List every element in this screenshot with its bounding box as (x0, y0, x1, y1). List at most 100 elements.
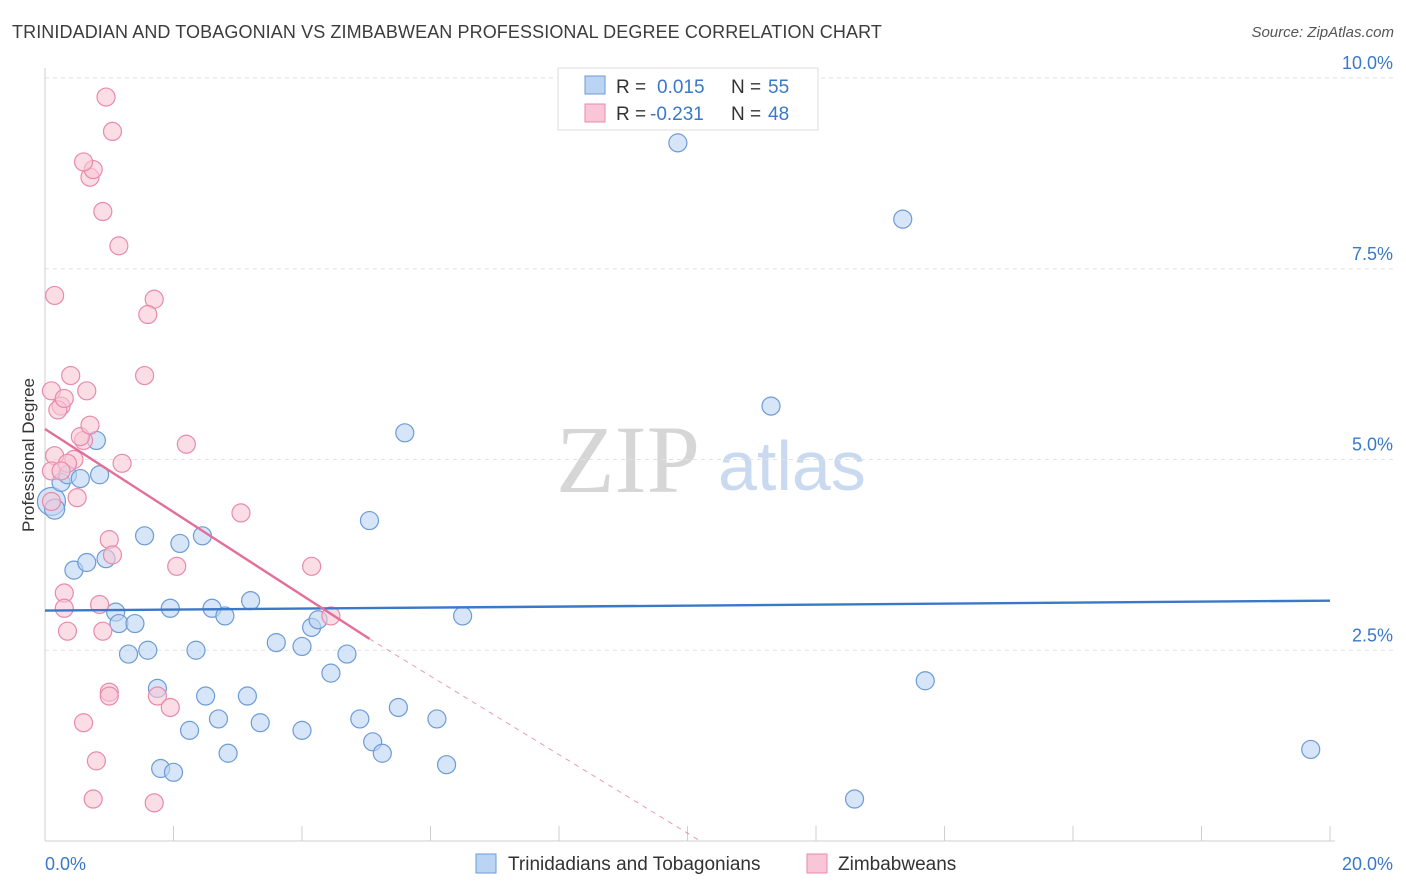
point-zimbabweans (112, 453, 132, 473)
legend-bottom-label-pink: Zimbabweans (838, 854, 956, 875)
chart-title: TRINIDADIAN AND TOBAGONIAN VS ZIMBABWEAN… (12, 22, 882, 42)
series-trinidadians-points (36, 133, 1321, 809)
point-trinidadians (77, 552, 97, 573)
legend-top-swatch-pink (584, 103, 606, 123)
point-trinidadians (668, 133, 688, 153)
legend-r-label-1: R = (616, 77, 646, 98)
legend-n-label-1: N = (731, 77, 761, 98)
point-trinidadians (196, 686, 216, 706)
point-zimbabweans (61, 365, 81, 386)
point-trinidadians (208, 709, 229, 729)
point-zimbabweans (167, 556, 187, 576)
point-trinidadians (359, 510, 380, 531)
point-trinidadians (388, 697, 408, 718)
point-trinidadians (1301, 739, 1321, 760)
series-zimbabweans-points (41, 87, 341, 813)
point-zimbabweans (99, 686, 119, 706)
trend-line-zimbabweans (44, 427, 371, 640)
legend-n-value-2: 48 (768, 104, 789, 125)
point-trinidadians (761, 396, 781, 416)
point-trinidadians (915, 671, 935, 691)
trend-line-zimbabweans-extension (369, 638, 701, 842)
point-zimbabweans (102, 121, 123, 142)
point-zimbabweans (138, 304, 158, 325)
legend-top-swatch-blue (584, 75, 606, 95)
point-trinidadians (179, 720, 200, 740)
legend-bottom-swatch-blue (475, 853, 497, 874)
legend-n-value-1: 55 (768, 77, 789, 98)
point-trinidadians (337, 644, 357, 664)
trend-lines (44, 427, 1331, 842)
point-zimbabweans (109, 236, 129, 256)
y-tick-label: 7.5% (1352, 244, 1393, 264)
point-trinidadians (893, 209, 913, 229)
point-trinidadians (292, 636, 312, 657)
y-tick-label: 10.0% (1342, 53, 1393, 73)
point-zimbabweans (73, 713, 94, 733)
y-axis-label: Professional Degree (19, 378, 38, 532)
point-zimbabweans (67, 488, 87, 508)
point-trinidadians (453, 606, 473, 626)
point-trinidadians (163, 762, 184, 782)
watermark-zip: ZIP (556, 406, 700, 513)
legend-bottom: Trinidadians and Tobagonians Zimbabweans (475, 853, 956, 875)
point-trinidadians (170, 533, 190, 554)
point-trinidadians (134, 526, 155, 546)
point-zimbabweans (54, 388, 74, 409)
point-zimbabweans (77, 381, 97, 401)
point-trinidadians (844, 789, 865, 809)
point-trinidadians (90, 465, 110, 485)
point-zimbabweans (160, 697, 180, 718)
point-zimbabweans (96, 87, 116, 107)
watermark-atlas: atlas (718, 427, 866, 505)
point-trinidadians (266, 633, 286, 653)
point-trinidadians (125, 613, 145, 634)
legend-top: R = 0.015 N = 55 R = -0.231 N = 48 (557, 67, 819, 131)
point-trinidadians (250, 713, 270, 733)
x-ticks (173, 826, 1331, 841)
point-zimbabweans (93, 201, 113, 222)
point-zimbabweans (302, 556, 322, 576)
trend-line-trinidadians (44, 599, 1331, 612)
legend-n-label-2: N = (731, 104, 761, 125)
point-trinidadians (186, 640, 206, 660)
point-zimbabweans (57, 621, 78, 641)
point-zimbabweans (93, 621, 113, 641)
point-zimbabweans (80, 415, 100, 435)
legend-r-value-2: -0.231 (650, 104, 704, 125)
x-tick-label-min: 0.0% (45, 854, 86, 874)
point-trinidadians (215, 606, 235, 626)
legend-bottom-swatch-pink (806, 853, 828, 874)
point-zimbabweans (54, 598, 74, 618)
point-trinidadians (292, 720, 312, 740)
point-trinidadians (427, 709, 447, 729)
y-tick-label: 2.5% (1352, 625, 1393, 645)
y-tick-labels: 2.5% 5.0% 7.5% 10.0% (1342, 53, 1393, 645)
point-trinidadians (160, 598, 180, 618)
point-zimbabweans (134, 365, 155, 386)
point-trinidadians (350, 709, 370, 729)
axes (44, 68, 1335, 842)
point-trinidadians (241, 591, 261, 611)
legend-bottom-label-blue: Trinidadians and Tobagonians (508, 854, 760, 875)
point-trinidadians (237, 686, 257, 706)
grid-lines (45, 77, 1393, 651)
point-zimbabweans (147, 686, 168, 706)
legend-r-value-1: 0.015 (657, 77, 705, 98)
point-zimbabweans (41, 491, 62, 512)
point-zimbabweans (86, 751, 107, 771)
point-zimbabweans (51, 461, 71, 481)
point-trinidadians (321, 663, 341, 683)
watermark: ZIP atlas (556, 406, 866, 513)
point-zimbabweans (102, 545, 123, 565)
point-trinidadians (118, 644, 139, 664)
point-zimbabweans (144, 793, 164, 813)
point-zimbabweans (73, 152, 94, 172)
point-trinidadians (436, 755, 457, 775)
legend-r-label-2: R = (616, 104, 646, 125)
source-label: Source: ZipAtlas.com (1251, 24, 1394, 41)
y-tick-label: 5.0% (1352, 435, 1393, 455)
point-trinidadians (218, 743, 238, 763)
point-zimbabweans (231, 503, 251, 523)
